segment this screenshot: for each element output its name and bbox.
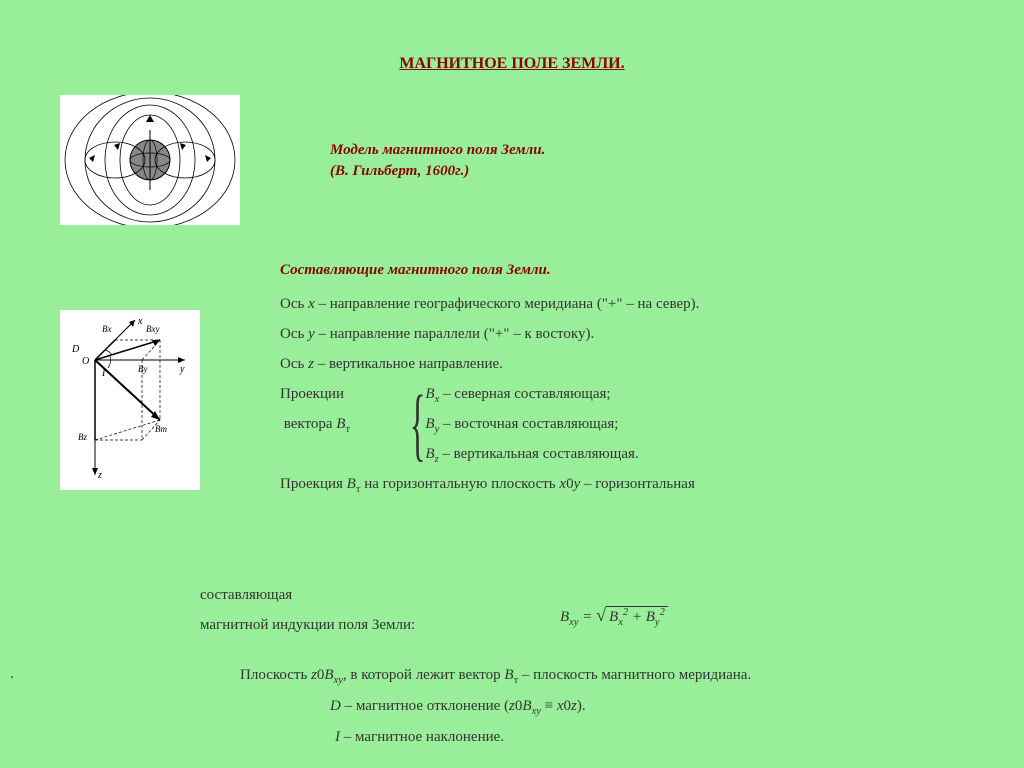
horizontal-proj-line: Проекция Bт на горизонтальную плоскость … [280,469,980,500]
brace-icon: { [410,379,426,469]
d-line: D – магнитное отклонение (z0Bxy ≡ x0z). [240,691,980,722]
svg-text:By: By [138,364,148,374]
svg-text:I: I [101,368,106,379]
comp-x: Bx – северная составляющая; [425,379,638,409]
plane-line: Плоскость z0Bxy, в которой лежит вектор … [240,660,980,691]
horiz-cont2: магнитной индукции поля Земли: [200,610,600,640]
svg-text:x: x [137,316,143,327]
projections-label: Проекции [280,379,350,409]
svg-text:D: D [71,344,80,355]
bottom-block: Плоскость z0Bxy, в которой лежит вектор … [240,660,980,752]
model-line2: (В. Гильберт, 1600г.) [330,161,545,182]
svg-text:Bx: Bx [102,324,112,334]
components-brace: Проекции вектора Bт { Bx – северная сост… [280,379,980,469]
svg-text:Bт: Bт [155,424,167,434]
model-line1: Модель магнитного поля Земли. [330,140,545,161]
svg-text:Bxy: Bxy [146,324,160,334]
i-line: I – магнитное наклонение. [240,722,980,752]
axis-x-line: Ось x – направление географического мери… [280,289,980,319]
vector-components-figure: x y z O Bx By Bxy Bz Bт D I [60,310,200,490]
stray-dot: . [10,666,14,683]
svg-text:Bz: Bz [78,432,87,442]
earth-field-figure [60,95,240,225]
components-subhead: Составляющие магнитного поля Земли. [280,255,980,285]
formula-bxy: Bxy = √Bx2 + By2 [560,605,668,628]
content-block: Составляющие магнитного поля Земли. Ось … [280,255,980,500]
vector-label: вектора Bт [280,409,350,439]
axis-z-line: Ось z – вертикальное направление. [280,349,980,379]
comp-y: By – восточная составляющая; [425,409,638,439]
axis-y-line: Ось y – направление параллели ("+" – к в… [280,319,980,349]
comp-z: Bz – вертикальная составляющая. [425,439,638,469]
model-caption: Модель магнитного поля Земли. (В. Гильбе… [330,140,545,182]
svg-text:y: y [179,364,185,375]
horiz-cont1: составляющая [200,580,600,610]
horizontal-continuation: составляющая магнитной индукции поля Зем… [200,580,600,640]
page-title: МАГНИТНОЕ ПОЛЕ ЗЕМЛИ. [0,55,1024,73]
svg-text:z: z [97,470,102,481]
svg-text:O: O [82,356,89,367]
